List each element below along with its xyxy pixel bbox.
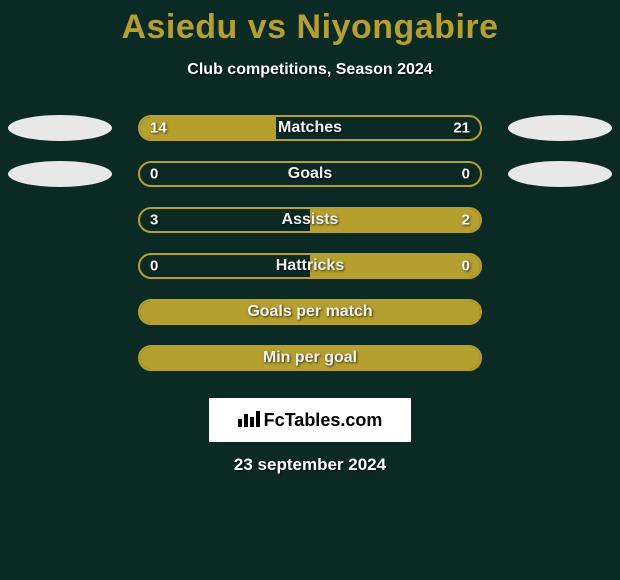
stat-value-left: 0 [150, 258, 158, 275]
stat-value-right: 21 [453, 120, 470, 137]
bars-icon [238, 409, 260, 432]
player-placeholder-left [8, 115, 112, 141]
player-placeholder-left [8, 161, 112, 187]
page-title: Asiedu vs Niyongabire [0, 0, 620, 47]
stat-row: Matches1421 [0, 115, 620, 141]
bar-fill [140, 301, 480, 323]
footer-date: 23 september 2024 [0, 455, 620, 475]
stat-bar: Matches1421 [138, 115, 482, 141]
player-placeholder-right [508, 161, 612, 187]
title-vs: vs [248, 8, 287, 46]
bar-fill-left [140, 117, 276, 139]
stat-value-left: 3 [150, 212, 158, 229]
stat-bar: Goals0 0 [138, 161, 482, 187]
page-subtitle: Club competitions, Season 2024 [0, 61, 620, 79]
player-placeholder-right [508, 115, 612, 141]
branding-text: FcTables.com [264, 410, 383, 431]
stat-label: Goals [140, 165, 480, 183]
bar-fill [140, 347, 480, 369]
bar-fill-right [310, 209, 480, 231]
stat-row: Goals0 0 [0, 161, 620, 187]
stat-bar: Goals per match [138, 299, 482, 325]
stat-row: Assists32 [0, 207, 620, 233]
comparison-chart: Matches1421Goals00Assists32Hattricks00Go… [0, 115, 620, 371]
stat-row: Goals per match [0, 299, 620, 325]
stat-bar: Assists32 [138, 207, 482, 233]
branding-badge: FcTables.com [209, 398, 411, 442]
bar-fill-right [310, 255, 480, 277]
stat-bar: Min per goal [138, 345, 482, 371]
stat-value-right: 0 [462, 166, 470, 183]
stat-row: Min per goal [0, 345, 620, 371]
title-player-right: Niyongabire [297, 8, 499, 46]
stat-bar: Hattricks00 [138, 253, 482, 279]
stat-row: Hattricks00 [0, 253, 620, 279]
title-player-left: Asiedu [121, 8, 237, 46]
stat-value-left: 0 [150, 166, 158, 183]
